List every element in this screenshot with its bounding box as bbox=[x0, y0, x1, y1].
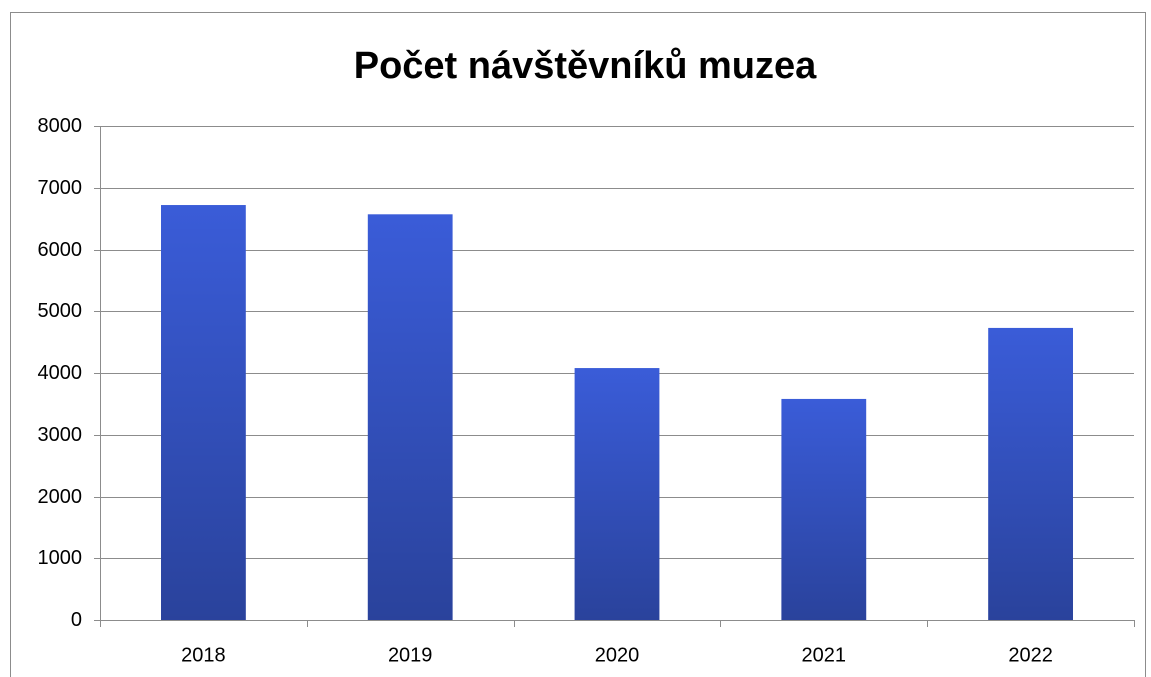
bar-shade bbox=[161, 205, 246, 621]
bar-shade bbox=[988, 327, 1073, 620]
x-tick-label: 2020 bbox=[595, 644, 640, 666]
y-tick-label: 0 bbox=[71, 609, 82, 631]
chart-title: Počet návštěvníků muzea bbox=[354, 45, 817, 87]
y-tick-label: 7000 bbox=[38, 177, 83, 199]
y-tick-label: 5000 bbox=[38, 300, 83, 322]
x-tick-label: 2019 bbox=[388, 644, 433, 666]
y-tick-label: 8000 bbox=[38, 115, 83, 137]
x-tick-label: 2018 bbox=[181, 644, 226, 666]
y-tick-label: 6000 bbox=[38, 239, 83, 261]
bar-shade bbox=[574, 368, 660, 620]
x-tick-label: 2022 bbox=[1008, 644, 1053, 666]
y-tick-label: 4000 bbox=[38, 362, 83, 384]
bar-shade bbox=[367, 214, 453, 621]
y-tick-label: 3000 bbox=[38, 424, 83, 446]
y-tick-label: 1000 bbox=[38, 547, 83, 569]
bar-shade bbox=[781, 398, 867, 620]
y-tick-label: 2000 bbox=[38, 486, 83, 508]
x-tick-label: 2021 bbox=[802, 644, 847, 666]
